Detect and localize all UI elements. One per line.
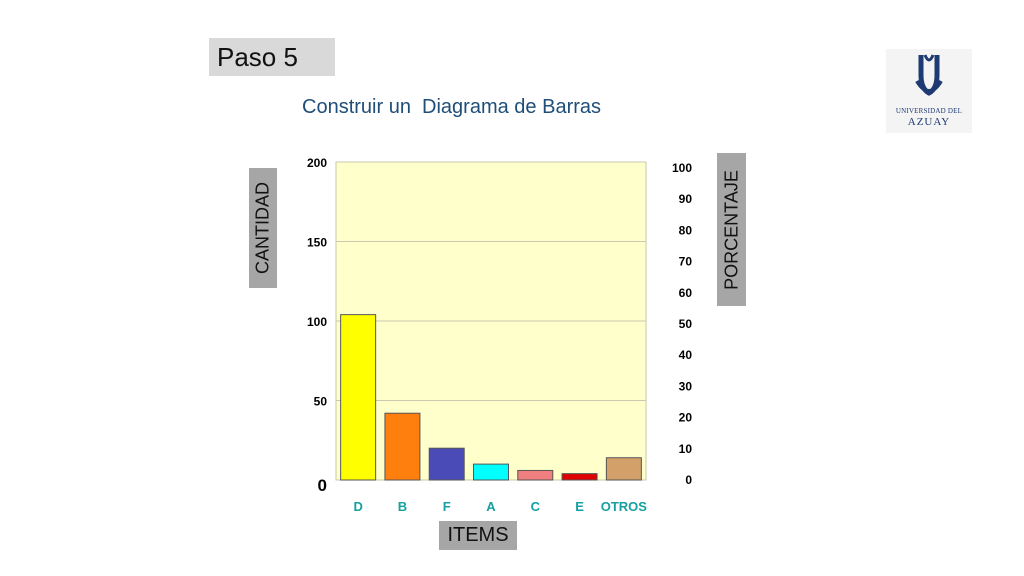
bar-f	[428, 447, 465, 481]
y2-tick-label: 20	[679, 411, 693, 425]
x-tick-label: D	[353, 499, 362, 514]
x-tick-label: C	[531, 499, 541, 514]
bar-a	[473, 463, 509, 481]
y2-tick-label: 60	[679, 286, 693, 300]
y-axis-title-right: PORCENTAJE	[717, 153, 746, 306]
y2-tick-label: 70	[679, 255, 693, 269]
x-tick-label: B	[398, 499, 407, 514]
bar-e	[561, 473, 598, 481]
x-axis-title: ITEMS	[439, 521, 517, 550]
bar-c	[517, 469, 554, 481]
x-tick-label: A	[486, 499, 496, 514]
y2-tick-label: 90	[679, 192, 693, 206]
logo-text-line1: UNIVERSIDAD DEL	[895, 107, 963, 115]
y2-tick-label: 80	[679, 223, 693, 237]
chart-subtitle: Construir un Diagrama de Barras	[302, 96, 602, 118]
y-tick-label: 50	[314, 395, 328, 409]
x-tick-label: OTROS	[601, 499, 648, 514]
y2-tick-label: 40	[679, 348, 693, 362]
y2-tick-label: 10	[679, 442, 693, 456]
logo-text-line2: AZUAY	[907, 116, 951, 128]
x-tick-label: E	[575, 499, 584, 514]
bar-b	[384, 412, 421, 481]
y2-tick-label: 100	[672, 161, 692, 175]
step-title: Paso 5	[209, 38, 335, 76]
x-tick-label: F	[443, 499, 451, 514]
y-tick-label: 0	[318, 476, 327, 495]
logo-emblem-icon	[915, 54, 943, 96]
y-tick-label: 100	[307, 315, 327, 329]
y2-tick-label: 30	[679, 379, 693, 393]
y-tick-label: 150	[307, 236, 327, 250]
y2-tick-label: 50	[679, 317, 693, 331]
bar-d	[340, 314, 377, 481]
bar-otros	[605, 457, 642, 481]
y2-tick-label: 0	[685, 473, 692, 487]
university-logo: UNIVERSIDAD DEL AZUAY	[886, 49, 972, 133]
y-axis-title-left: CANTIDAD	[249, 168, 277, 288]
y-tick-label: 200	[307, 156, 327, 170]
